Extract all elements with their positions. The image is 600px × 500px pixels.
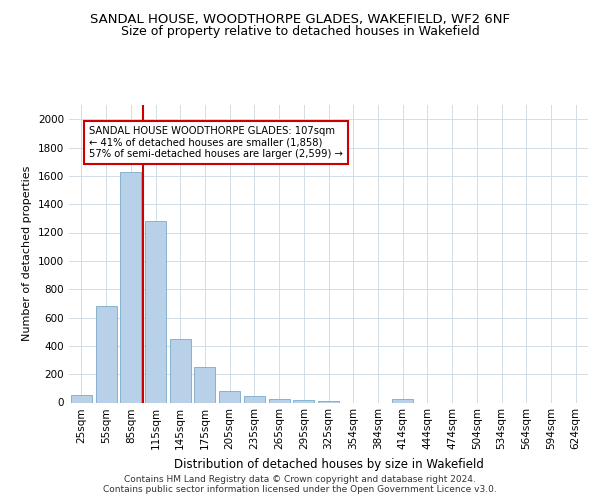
X-axis label: Distribution of detached houses by size in Wakefield: Distribution of detached houses by size …: [173, 458, 484, 471]
Bar: [392, 399, 413, 402]
Text: Size of property relative to detached houses in Wakefield: Size of property relative to detached ho…: [121, 25, 479, 38]
Bar: [244, 396, 265, 402]
Bar: [219, 391, 240, 402]
Bar: [194, 367, 215, 402]
Bar: [95, 306, 116, 402]
Bar: [71, 396, 92, 402]
Bar: [269, 399, 290, 402]
Bar: [293, 400, 314, 402]
Bar: [145, 221, 166, 402]
Bar: [318, 401, 339, 402]
Text: SANDAL HOUSE, WOODTHORPE GLADES, WAKEFIELD, WF2 6NF: SANDAL HOUSE, WOODTHORPE GLADES, WAKEFIE…: [90, 12, 510, 26]
Bar: [170, 339, 191, 402]
Bar: [120, 172, 141, 402]
Text: SANDAL HOUSE WOODTHORPE GLADES: 107sqm
← 41% of detached houses are smaller (1,8: SANDAL HOUSE WOODTHORPE GLADES: 107sqm ←…: [89, 126, 343, 160]
Text: Contains HM Land Registry data © Crown copyright and database right 2024.
Contai: Contains HM Land Registry data © Crown c…: [103, 474, 497, 494]
Y-axis label: Number of detached properties: Number of detached properties: [22, 166, 32, 342]
